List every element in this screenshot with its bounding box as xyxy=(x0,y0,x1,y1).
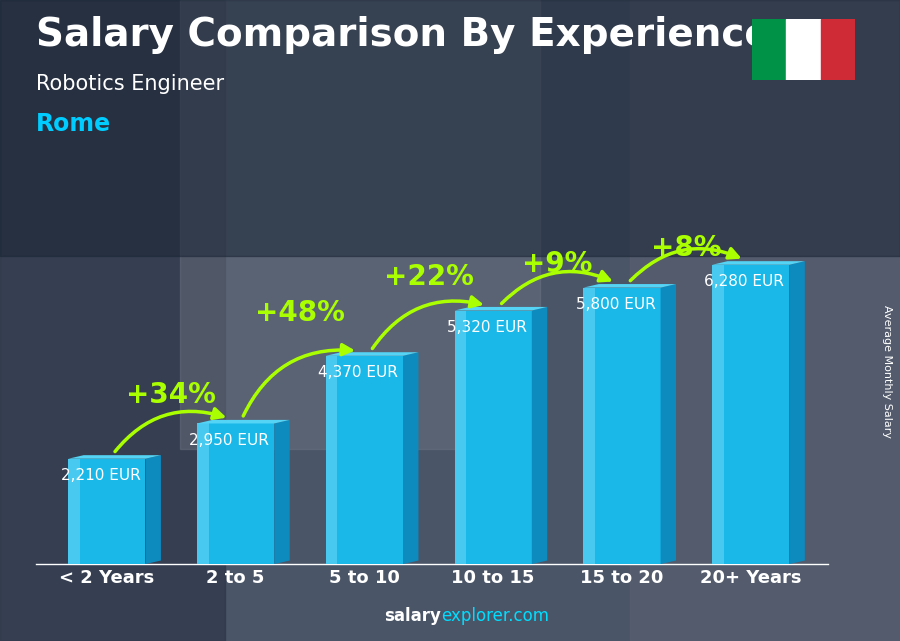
Text: +8%: +8% xyxy=(651,234,722,262)
Polygon shape xyxy=(68,459,146,564)
Text: Robotics Engineer: Robotics Engineer xyxy=(36,74,224,94)
Polygon shape xyxy=(403,352,418,564)
Bar xyxy=(0,0,225,641)
Polygon shape xyxy=(661,284,676,564)
Polygon shape xyxy=(326,356,403,564)
Bar xyxy=(786,19,821,80)
Polygon shape xyxy=(454,310,466,564)
Polygon shape xyxy=(583,288,595,564)
Polygon shape xyxy=(454,307,547,310)
Text: +22%: +22% xyxy=(383,263,473,291)
Text: +9%: +9% xyxy=(522,250,593,278)
Text: +34%: +34% xyxy=(126,381,216,409)
Polygon shape xyxy=(197,424,274,564)
FancyArrowPatch shape xyxy=(373,297,481,349)
Polygon shape xyxy=(712,261,805,265)
Text: Rome: Rome xyxy=(36,112,111,136)
Text: 5,320 EUR: 5,320 EUR xyxy=(446,320,526,335)
FancyArrowPatch shape xyxy=(630,249,738,281)
Polygon shape xyxy=(326,356,338,564)
Text: salary: salary xyxy=(384,607,441,625)
Bar xyxy=(821,19,855,80)
Text: 2,210 EUR: 2,210 EUR xyxy=(60,469,140,483)
Text: Salary Comparison By Experience: Salary Comparison By Experience xyxy=(36,16,770,54)
Bar xyxy=(0,0,900,256)
Polygon shape xyxy=(583,288,661,564)
Polygon shape xyxy=(712,265,789,564)
Text: Average Monthly Salary: Average Monthly Salary xyxy=(881,305,892,438)
FancyArrowPatch shape xyxy=(115,409,223,451)
Polygon shape xyxy=(454,310,532,564)
Bar xyxy=(630,0,900,641)
Polygon shape xyxy=(274,420,290,564)
Polygon shape xyxy=(326,352,419,356)
Text: +48%: +48% xyxy=(255,299,345,327)
FancyArrowPatch shape xyxy=(243,345,351,416)
Polygon shape xyxy=(789,261,805,564)
Text: 6,280 EUR: 6,280 EUR xyxy=(705,274,784,289)
Polygon shape xyxy=(197,424,209,564)
Polygon shape xyxy=(197,420,290,424)
Polygon shape xyxy=(712,265,724,564)
Text: 2,950 EUR: 2,950 EUR xyxy=(189,433,269,448)
FancyArrowPatch shape xyxy=(501,272,609,304)
Polygon shape xyxy=(532,307,547,564)
Bar xyxy=(180,0,540,449)
Bar xyxy=(752,19,786,80)
Polygon shape xyxy=(68,459,80,564)
Polygon shape xyxy=(583,284,676,288)
Text: 5,800 EUR: 5,800 EUR xyxy=(576,297,655,312)
Text: explorer.com: explorer.com xyxy=(441,607,549,625)
Text: 4,370 EUR: 4,370 EUR xyxy=(318,365,398,380)
Polygon shape xyxy=(68,455,161,459)
Polygon shape xyxy=(146,455,161,564)
